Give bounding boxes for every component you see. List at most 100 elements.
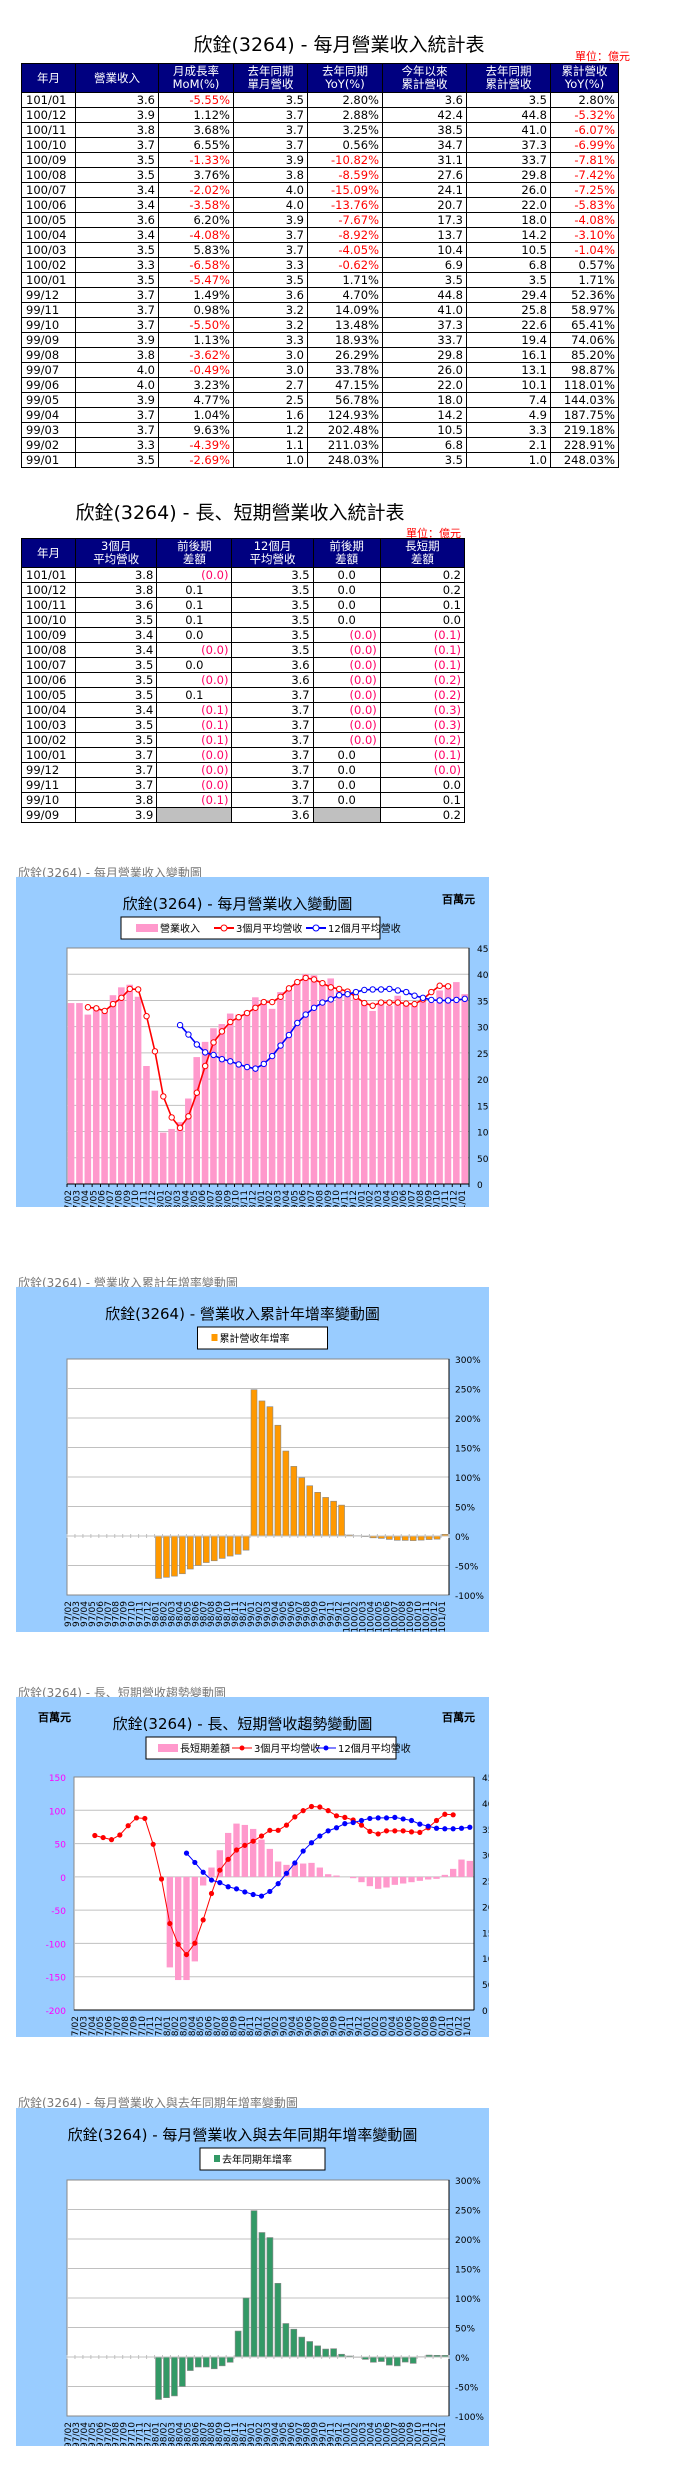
table-row: 99/11 3.7 0.98% 3.2 14.09% 41.0 25.8 58.97% bbox=[21, 302, 619, 318]
y-tick-label: 200% bbox=[455, 2236, 481, 2246]
row-date: 100/07 bbox=[21, 182, 76, 198]
x-tick-label: 97/10 bbox=[128, 1601, 138, 1627]
x-tick-label: 97/09 bbox=[120, 2422, 130, 2446]
y-tick-label: 200% bbox=[455, 1415, 481, 1425]
value-bar bbox=[322, 2348, 329, 2358]
x-tick-label: 99/10 bbox=[319, 2422, 329, 2446]
x-tick-label: 99/06 bbox=[299, 1190, 309, 1207]
column-header: 前後期 差額 bbox=[312, 538, 381, 568]
y-tick-label: -50% bbox=[455, 1563, 479, 1573]
cell-value: 0.0 bbox=[312, 597, 381, 613]
x-tick-label: 99/03 bbox=[280, 2016, 290, 2037]
cell-value: 16.1 bbox=[466, 347, 551, 363]
cell-value: 0.0 bbox=[312, 777, 381, 793]
cell-value: (0.2) bbox=[379, 732, 466, 748]
column-header: 去年同期 累計營收 bbox=[466, 63, 551, 93]
cell-value: -2.69% bbox=[158, 452, 234, 468]
revenue-bar bbox=[453, 982, 460, 1184]
cell-value: 37.3 bbox=[466, 137, 551, 153]
row-date: 99/08 bbox=[21, 347, 76, 363]
x-tick-label: 98/03 bbox=[180, 2016, 190, 2037]
x-tick-label: 99/06 bbox=[287, 1601, 297, 1627]
column-header: 前後期 差額 bbox=[156, 538, 233, 568]
cell-value: 3.5 bbox=[233, 92, 308, 108]
table-row: 100/07 3.4 -2.02% 4.0 -15.09% 24.1 26.0 -7.25% bbox=[21, 182, 619, 198]
right-unit-label: 百萬元 bbox=[442, 1710, 475, 1724]
x-tick-label: 100/02 bbox=[366, 1190, 376, 1207]
chart1-caption: 欣銓(3264) - 每月營業收入變動圖 bbox=[18, 866, 202, 880]
value-bar bbox=[322, 1497, 329, 1537]
chart3-caption: 欣銓(3264) - 長、短期營收趨勢變動圖 bbox=[18, 1686, 226, 1700]
table-row: 99/11 3.7 (0.0) 3.7 0.0 0.0 bbox=[20, 777, 466, 793]
row-date: 99/10 bbox=[20, 792, 77, 808]
cell-value: -3.58% bbox=[158, 197, 234, 213]
cell-value: 3.5 bbox=[231, 612, 314, 628]
cell-value: 3.7 bbox=[75, 422, 159, 438]
cell-value: -7.25% bbox=[550, 182, 619, 198]
table-row: 100/11 3.6 0.1 3.5 0.0 0.1 bbox=[20, 597, 466, 613]
cell-value: (0.0) bbox=[312, 627, 381, 643]
cell-value: (0.0) bbox=[312, 672, 381, 688]
y-tick-label: 0 bbox=[477, 1181, 483, 1191]
cell-value: -5.50% bbox=[158, 317, 234, 333]
value-bar bbox=[266, 2237, 274, 2358]
column-header: 去年同期 單月營收 bbox=[233, 63, 308, 93]
cell-value: (0.0) bbox=[312, 732, 381, 748]
row-date: 100/11 bbox=[21, 122, 76, 138]
right-y-tick-label: 200 bbox=[482, 1903, 489, 1913]
cell-value: 18.93% bbox=[307, 332, 383, 348]
y-tick-label: 300% bbox=[455, 1356, 481, 1366]
cell-value: 4.0 bbox=[233, 182, 308, 198]
cell-value: 3.4 bbox=[75, 627, 158, 643]
row-date: 101/01 bbox=[21, 92, 76, 108]
x-tick-label: 98/04 bbox=[175, 2422, 185, 2446]
cell-value: 3.5 bbox=[382, 452, 467, 468]
cell-value: (0.1) bbox=[379, 627, 466, 643]
cell-value: 3.6 bbox=[75, 597, 158, 613]
x-tick-label: 100/10 bbox=[438, 2016, 448, 2037]
cell-value: (0.3) bbox=[379, 702, 466, 718]
cell-value: 3.8 bbox=[75, 567, 158, 583]
cell-value: 3.2 bbox=[233, 302, 308, 318]
cell-value: 3.7 bbox=[75, 287, 159, 303]
cell-value: 3.9 bbox=[75, 332, 159, 348]
cell-value: 4.70% bbox=[307, 287, 383, 303]
cell-value: 3.6 bbox=[233, 287, 308, 303]
value-bar bbox=[171, 2356, 178, 2397]
value-bar bbox=[187, 2356, 194, 2371]
x-tick-label: 98/09 bbox=[223, 1190, 233, 1207]
column-header: 12個月 平均營收 bbox=[231, 538, 314, 568]
cell-value: 10.5 bbox=[466, 242, 551, 258]
cell-value: 0.0 bbox=[379, 612, 466, 628]
cell-value: (0.1) bbox=[156, 702, 233, 718]
x-tick-label: 97/02 bbox=[71, 2016, 81, 2037]
revenue-bar bbox=[335, 989, 343, 1184]
cell-value: 44.8 bbox=[382, 287, 467, 303]
value-bar bbox=[425, 1535, 433, 1540]
table-row: 100/01 3.5 -5.47% 3.5 1.71% 3.5 3.5 1.71% bbox=[21, 272, 619, 288]
cell-value: 3.0 bbox=[233, 347, 308, 363]
cell-value: -0.49% bbox=[158, 362, 234, 378]
revenue-bar bbox=[67, 1003, 75, 1184]
svg-text:長短期差額: 長短期差額 bbox=[180, 1742, 230, 1755]
cell-value: 0.0 bbox=[379, 777, 466, 793]
value-bar bbox=[306, 1485, 314, 1537]
row-date: 100/04 bbox=[21, 227, 76, 243]
x-tick-label: 97/10 bbox=[128, 2422, 138, 2446]
value-bar bbox=[155, 1535, 162, 1579]
revenue-bar bbox=[360, 1002, 368, 1184]
diff-bar bbox=[416, 1876, 423, 1881]
cell-value: 29.8 bbox=[382, 347, 467, 363]
cell-value: 228.91% bbox=[550, 437, 619, 453]
revenue-bar bbox=[427, 1002, 435, 1184]
cell-value: 3.5 bbox=[231, 642, 314, 658]
row-date: 100/11 bbox=[20, 597, 77, 613]
cell-value: 29.8 bbox=[466, 167, 551, 183]
row-date: 100/05 bbox=[21, 212, 76, 228]
row-date: 99/03 bbox=[21, 422, 76, 438]
row-date: 100/09 bbox=[21, 152, 76, 168]
x-tick-label: 98/03 bbox=[173, 1190, 183, 1207]
cell-value: 31.1 bbox=[382, 152, 467, 168]
x-tick-label: 99/04 bbox=[288, 2016, 298, 2037]
cell-value: 3.3 bbox=[233, 332, 308, 348]
